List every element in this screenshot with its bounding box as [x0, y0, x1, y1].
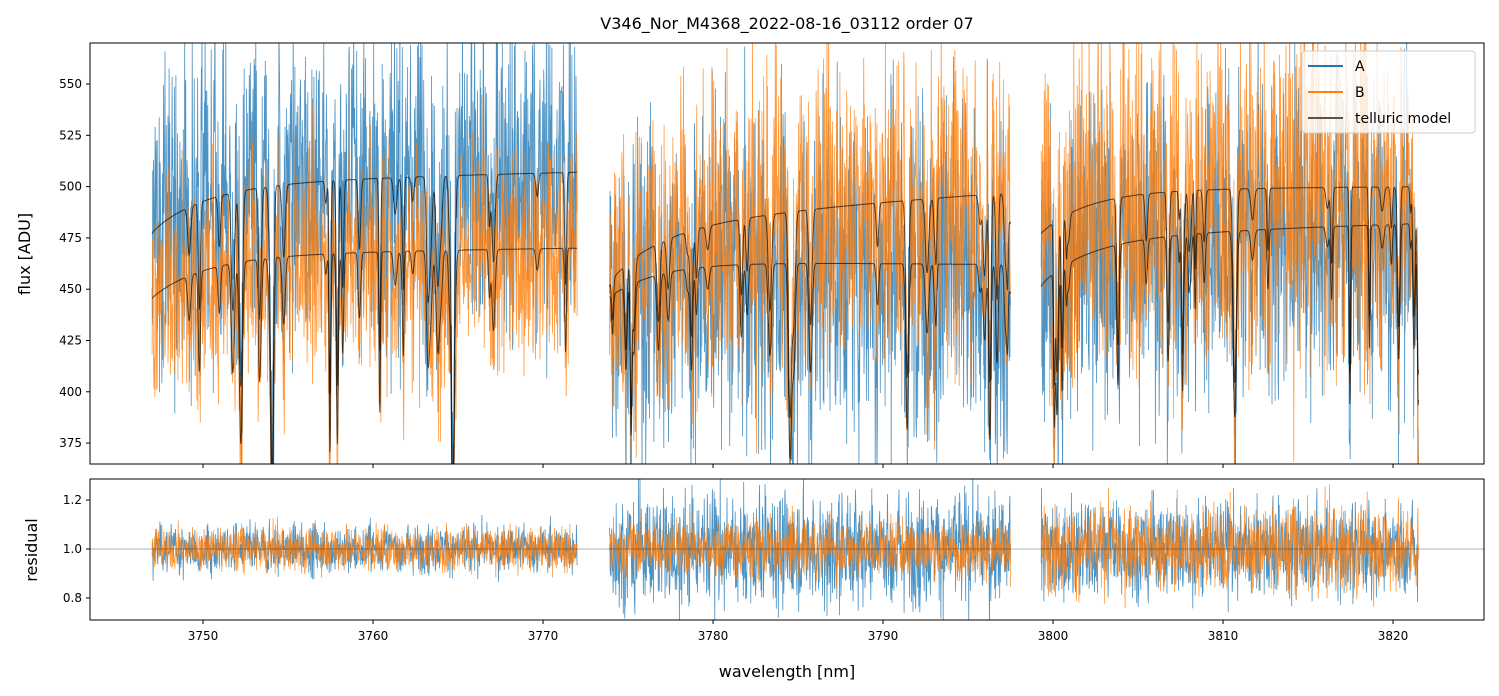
top-y-axis-label: flux [ADU] — [15, 213, 34, 295]
top-y-tick-label: 500 — [59, 180, 82, 194]
legend-label-telluric: telluric model — [1355, 111, 1451, 127]
series-b-segment-1 — [609, 43, 1011, 464]
top-y-tick-label: 450 — [59, 282, 82, 296]
x-tick-label: 3810 — [1208, 629, 1239, 643]
telluric-model-b-segment-0 — [151, 247, 578, 464]
x-tick-label: 3780 — [698, 629, 729, 643]
top-y-tick-label: 425 — [59, 333, 82, 347]
x-tick-label: 3760 — [358, 629, 389, 643]
residual-a-segment-1 — [609, 479, 1011, 620]
legend-label-b: B — [1355, 85, 1365, 101]
telluric-model-a-segment-0 — [151, 171, 578, 464]
x-tick-label: 3770 — [528, 629, 559, 643]
top-y-tick-label: 475 — [59, 231, 82, 245]
top-y-tick-label: 375 — [59, 436, 82, 450]
residual-b-segment-1 — [609, 505, 1011, 588]
series-a-segment-0 — [151, 43, 578, 464]
top-y-tick-label: 550 — [59, 77, 82, 91]
telluric-model-a-segment-2 — [1040, 223, 1420, 428]
bottom-y-tick-label: 1.0 — [63, 542, 82, 556]
top-y-tick-label: 525 — [59, 128, 82, 142]
x-tick-label: 3790 — [868, 629, 899, 643]
residual-b-segment-2 — [1040, 484, 1419, 608]
residual-b-segment-0 — [151, 516, 578, 578]
top-y-tick-label: 400 — [59, 385, 82, 399]
bottom-y-tick-label: 1.2 — [63, 493, 82, 507]
bottom-y-tick-label: 0.8 — [63, 591, 82, 605]
top-axes-frame — [89, 42, 1485, 465]
telluric-model-b-segment-1 — [608, 193, 1012, 419]
series-b-segment-2 — [1040, 43, 1419, 464]
x-tick-label: 3820 — [1378, 629, 1409, 643]
legend-label-a: A — [1355, 59, 1365, 75]
bottom-y-axis-label: residual — [22, 518, 41, 581]
legend: A B telluric model — [1301, 50, 1476, 134]
x-axis-label: wavelength [nm] — [719, 662, 856, 681]
x-tick-label: 3750 — [188, 629, 219, 643]
telluric-model-b-segment-2 — [1040, 186, 1420, 386]
telluric-model-a-segment-1 — [609, 263, 1012, 461]
chart-title: V346_Nor_M4368_2022-08-16_03112 order 07 — [600, 14, 973, 34]
x-tick-label: 3800 — [1038, 629, 1069, 643]
series-b-segment-0 — [151, 94, 578, 464]
